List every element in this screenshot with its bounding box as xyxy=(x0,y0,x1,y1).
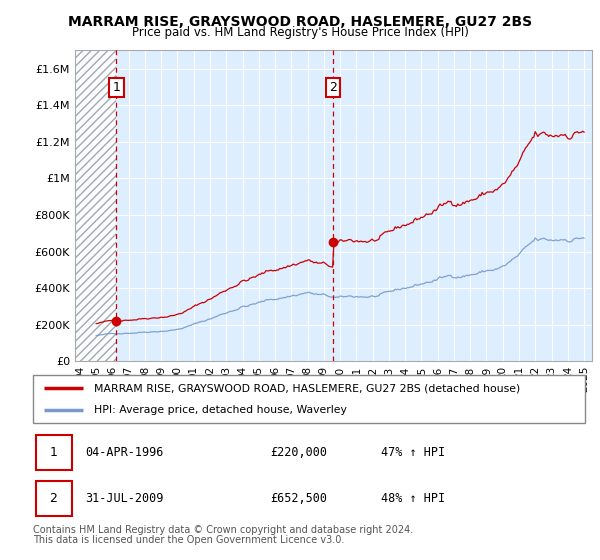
Text: MARRAM RISE, GRAYSWOOD ROAD, HASLEMERE, GU27 2BS (detached house): MARRAM RISE, GRAYSWOOD ROAD, HASLEMERE, … xyxy=(94,383,520,393)
Text: MARRAM RISE, GRAYSWOOD ROAD, HASLEMERE, GU27 2BS: MARRAM RISE, GRAYSWOOD ROAD, HASLEMERE, … xyxy=(68,15,532,29)
Text: £220,000: £220,000 xyxy=(271,446,328,459)
Text: £652,500: £652,500 xyxy=(271,492,328,505)
FancyBboxPatch shape xyxy=(36,481,71,516)
FancyBboxPatch shape xyxy=(33,375,585,423)
Bar xyxy=(75,50,116,361)
Text: 1: 1 xyxy=(113,81,121,94)
Bar xyxy=(75,50,116,361)
Text: 48% ↑ HPI: 48% ↑ HPI xyxy=(381,492,445,505)
Text: HPI: Average price, detached house, Waverley: HPI: Average price, detached house, Wave… xyxy=(94,405,347,415)
Text: 2: 2 xyxy=(49,492,58,505)
Text: 2: 2 xyxy=(329,81,337,94)
Text: 47% ↑ HPI: 47% ↑ HPI xyxy=(381,446,445,459)
FancyBboxPatch shape xyxy=(36,435,71,470)
Text: This data is licensed under the Open Government Licence v3.0.: This data is licensed under the Open Gov… xyxy=(33,535,344,545)
Text: 04-APR-1996: 04-APR-1996 xyxy=(85,446,164,459)
Text: 1: 1 xyxy=(49,446,58,459)
Text: Contains HM Land Registry data © Crown copyright and database right 2024.: Contains HM Land Registry data © Crown c… xyxy=(33,525,413,535)
Text: 31-JUL-2009: 31-JUL-2009 xyxy=(85,492,164,505)
Text: Price paid vs. HM Land Registry's House Price Index (HPI): Price paid vs. HM Land Registry's House … xyxy=(131,26,469,39)
